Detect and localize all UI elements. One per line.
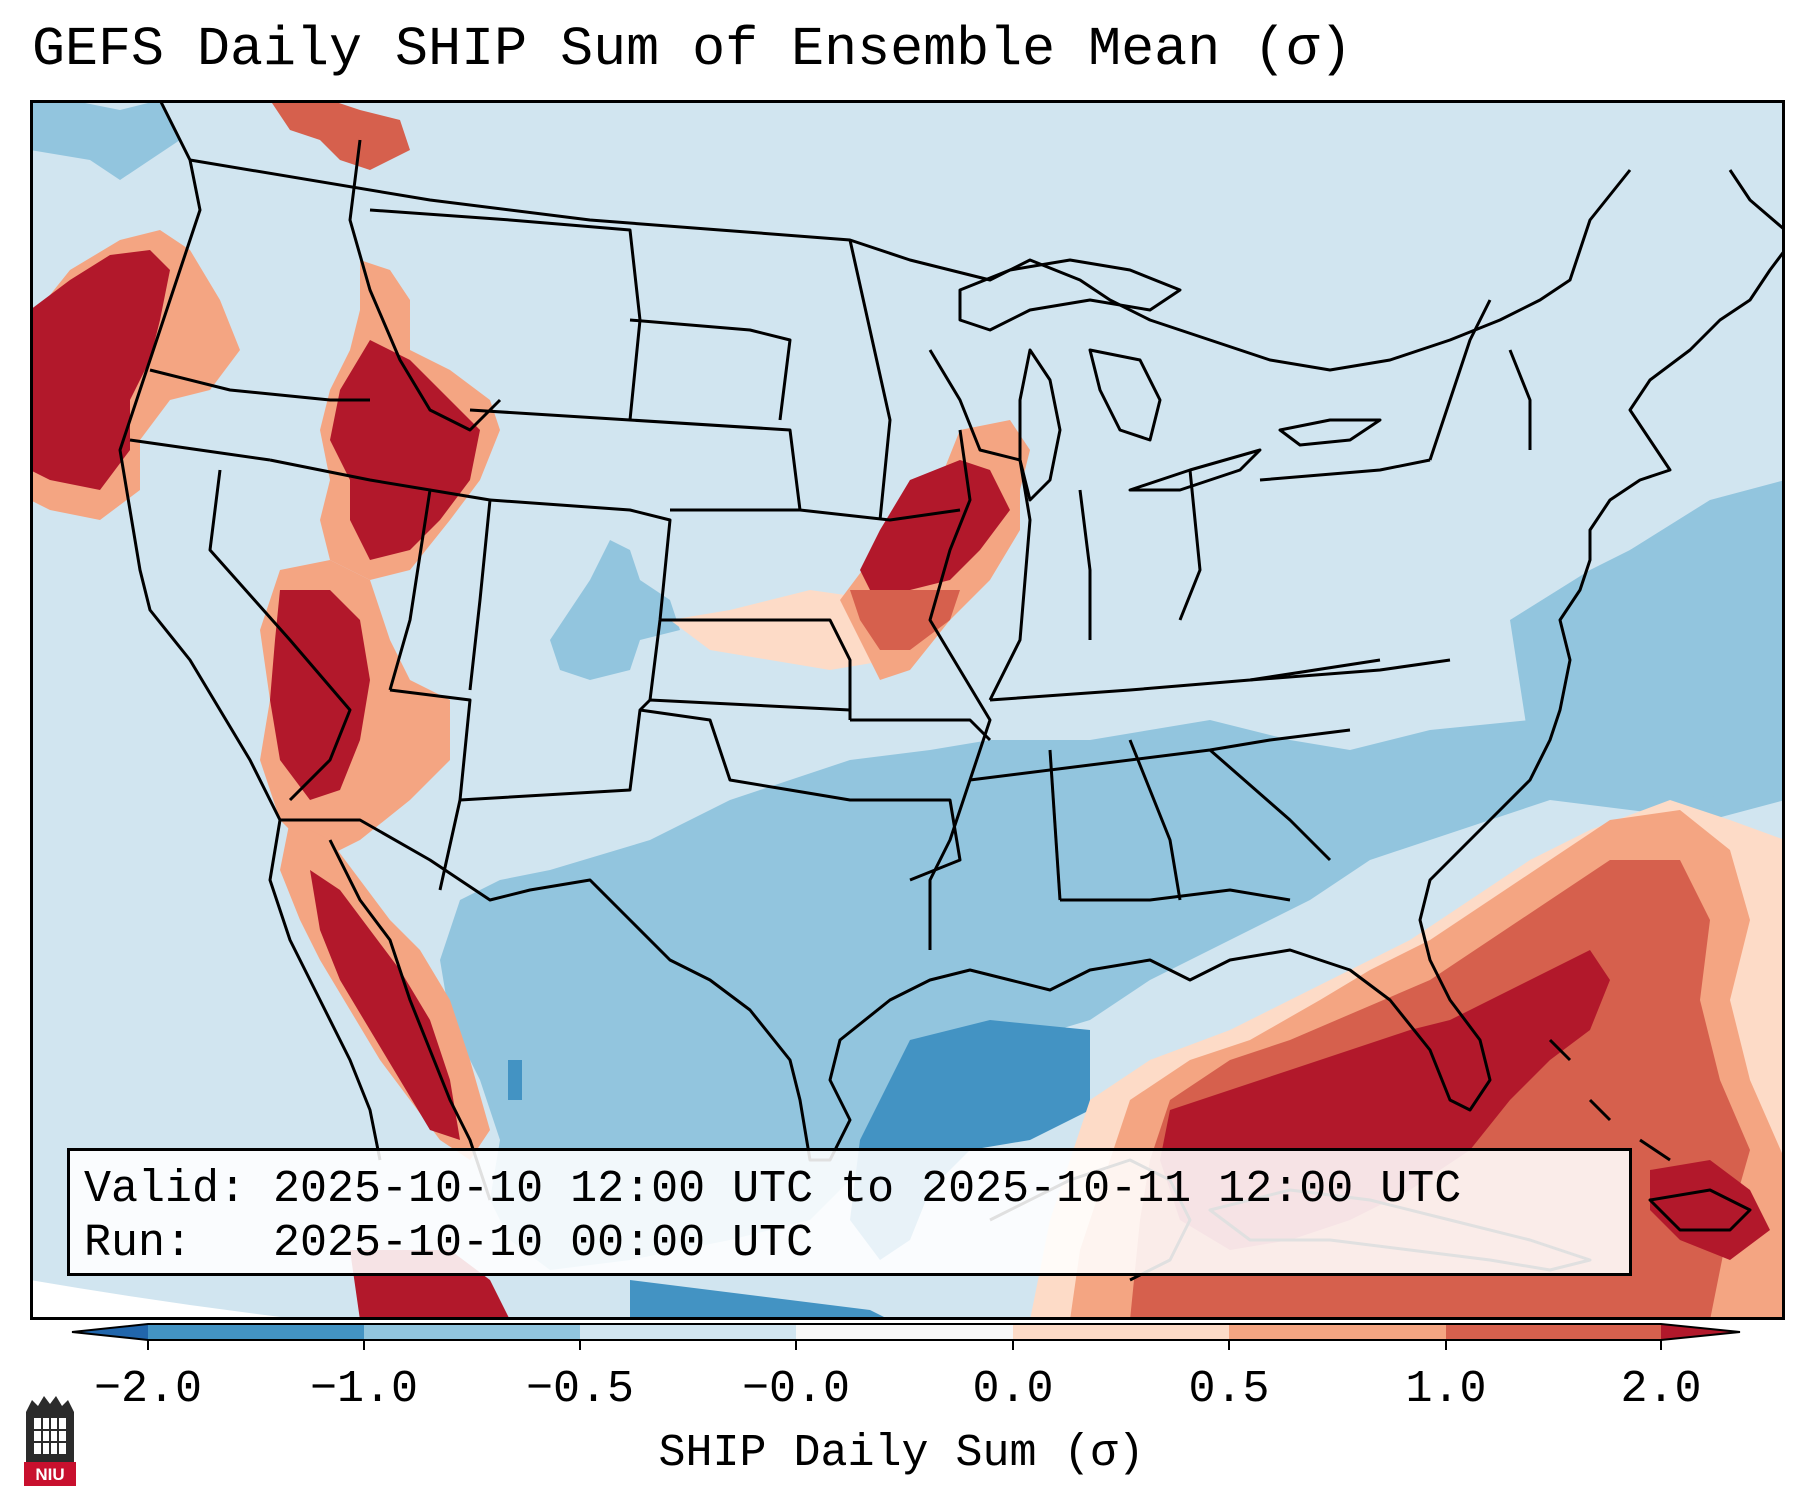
anomaly-region-idaho <box>330 340 480 560</box>
colorbar-segment-7 <box>1446 1324 1661 1340</box>
chart-title: GEFS Daily SHIP Sum of Ensemble Mean (σ) <box>32 18 1353 81</box>
colorbar-extend-high <box>1661 1324 1740 1340</box>
border-mn <box>848 239 892 521</box>
border-id-mt <box>348 139 502 432</box>
colorbar-tick-label-1: −2.0 <box>93 1364 203 1415</box>
border-ga-sc <box>1209 748 1332 862</box>
map-panel <box>30 100 1785 1320</box>
lake-superior <box>958 258 1182 332</box>
border-wi-mi <box>928 349 1021 462</box>
logo-badge <box>24 1462 76 1486</box>
baja-peninsula <box>268 819 382 1161</box>
border-wa-or <box>149 368 370 402</box>
lake-ontario <box>1278 418 1382 447</box>
colorbar-tick-label-5: 0.0 <box>972 1364 1054 1415</box>
lake-huron <box>1088 348 1162 442</box>
anomaly-region-caribbean <box>1650 1160 1770 1260</box>
valid-run-info-box: Valid: 2025-10-10 12:00 UTC to 2025-10-1… <box>67 1148 1632 1276</box>
colorbar-tick-label-4: −0.0 <box>741 1364 851 1415</box>
colorbar-segment-4 <box>796 1324 1013 1340</box>
anomaly-region-nevada <box>270 590 370 800</box>
border-in-oh <box>1078 489 1092 640</box>
anomaly-region-baja <box>310 870 460 1140</box>
anomaly-region-mexico-interior <box>508 1060 522 1100</box>
anomaly-region-colorado <box>550 540 680 680</box>
anomaly-region-southwest-gulf <box>630 1280 890 1320</box>
border-ms-al <box>1048 749 1062 901</box>
border-ok-tx <box>639 708 890 802</box>
border-new-england <box>1428 299 1492 461</box>
border-ia-mo <box>799 508 961 522</box>
colorbar <box>71 1323 1741 1350</box>
border-ut-co <box>429 488 492 691</box>
border-ne-ks <box>629 418 802 512</box>
colorbar-tick-label-2: −1.0 <box>309 1364 419 1415</box>
positive-anomaly-regions <box>30 100 1785 1320</box>
border-ks-ok <box>660 618 852 720</box>
colorbar-tick-label-7: 1.0 <box>1405 1364 1487 1415</box>
niu-logo: NIU <box>24 1396 76 1486</box>
border-or-ca <box>129 438 271 462</box>
anomaly-region-atlantic-offshore <box>1510 490 1785 800</box>
political-boundaries <box>118 100 1785 1282</box>
border-nd-sd <box>629 318 792 421</box>
us-outline <box>118 100 1785 1162</box>
border-va-nc <box>1249 658 1451 682</box>
lake-erie <box>1128 448 1262 492</box>
border-il-in <box>988 459 1032 701</box>
run-time-text: Run: 2025-10-10 00:00 UTC <box>84 1218 814 1269</box>
border-pa-ny <box>1259 458 1431 482</box>
hispaniola <box>1648 1188 1752 1232</box>
anomaly-region-iowa <box>860 460 1010 590</box>
border-oh-pa <box>1178 469 1202 621</box>
border-vt-nh <box>1508 349 1532 450</box>
valid-time-text: Valid: 2025-10-10 12:00 UTC to 2025-10-1… <box>84 1164 1462 1215</box>
colorbar-tick-label-6: 0.5 <box>1188 1364 1270 1415</box>
canada-border <box>189 158 1632 372</box>
border-mississippi-river <box>928 429 992 950</box>
border-ky-tn <box>989 658 1381 702</box>
bahamas-3 <box>1639 1138 1671 1162</box>
bahamas-1 <box>1548 1038 1572 1062</box>
anomaly-region-southern-plains <box>440 480 1785 1270</box>
border-ar-la <box>870 798 962 882</box>
colorbar-segment-5 <box>1013 1324 1229 1340</box>
logo-text: NIU <box>35 1465 64 1484</box>
bahamas-2 <box>1588 1098 1612 1122</box>
map-frame <box>30 100 1785 1320</box>
colorbar-tick-label-8: 2.0 <box>1620 1364 1702 1415</box>
colorbar-segment-3 <box>580 1324 796 1340</box>
colorbar-extend-low <box>72 1324 148 1340</box>
border-tn-ms-al <box>969 728 1351 782</box>
border-az-nm <box>389 688 472 891</box>
mexico-mainland-coast <box>328 839 492 1201</box>
lake-michigan <box>1018 348 1062 502</box>
colorbar-segment-2 <box>364 1324 580 1340</box>
colorbar-label: SHIP Daily Sum (σ) <box>658 1428 1145 1479</box>
border-al-ga <box>1128 739 1182 901</box>
anomaly-region-northwest-offshore <box>30 100 180 180</box>
border-mo-ar <box>850 718 992 742</box>
bermuda-coastline <box>1728 169 1785 232</box>
border-co-ks <box>489 498 672 701</box>
anomaly-region-washington-north <box>270 100 410 170</box>
anomaly-region-missouri <box>850 590 960 650</box>
colorbar-tick-label-3: −0.5 <box>525 1364 635 1415</box>
colorbar-segment-6 <box>1229 1324 1446 1340</box>
border-gulf-states <box>1060 888 1291 902</box>
border-ca-nv <box>208 469 352 802</box>
colorbar-segment-1 <box>148 1324 364 1340</box>
border-mt-wy <box>369 208 642 422</box>
anomaly-region-pnw-coast <box>30 250 170 490</box>
